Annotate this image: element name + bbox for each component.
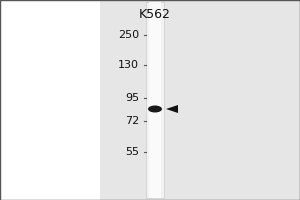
Ellipse shape [148, 106, 162, 112]
Text: 72: 72 [125, 116, 139, 126]
Text: 250: 250 [118, 30, 139, 40]
Bar [0, 0, 100, 200]
Bar [149, 2, 161, 198]
Text: 130: 130 [118, 60, 139, 70]
Text: 55: 55 [125, 147, 139, 157]
Bar [100, 0, 300, 200]
Text: 95: 95 [125, 93, 139, 103]
Polygon shape [166, 105, 178, 113]
Bar [146, 2, 164, 198]
Text: K562: K562 [139, 8, 171, 21]
